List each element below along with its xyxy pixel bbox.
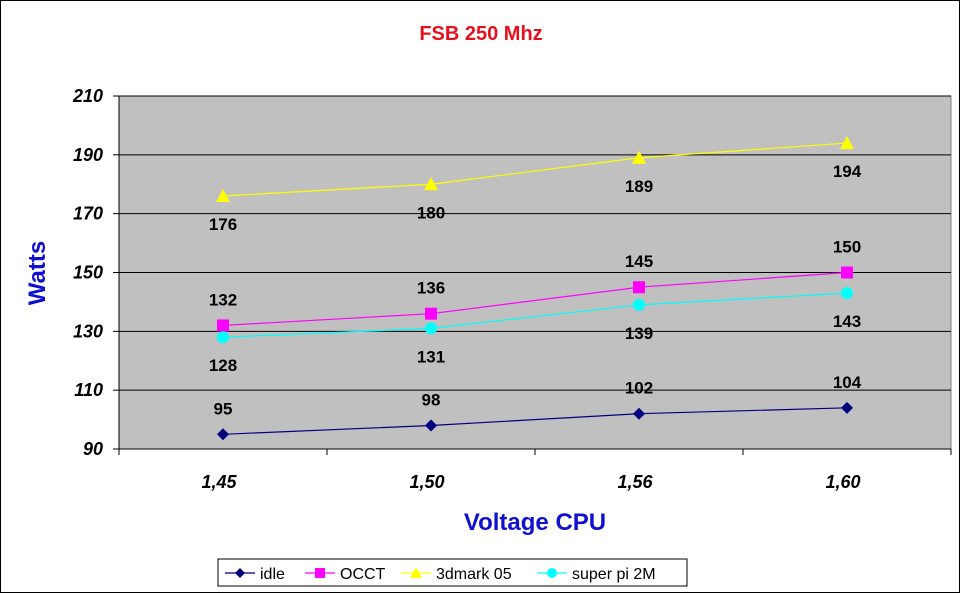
data-point [841,401,853,414]
data-label: 98 [422,390,441,409]
legend: idle OCCT 3dmark 05 super pi 2M [217,558,688,587]
data-point [424,177,438,191]
data-point [840,136,854,150]
x-tick-label: 1,50 [409,472,444,492]
y-tick-label: 110 [74,380,103,400]
data-label: 128 [209,356,237,375]
chart-title: FSB 250 Mhz [419,23,542,45]
y-tick-label: 90 [83,439,103,459]
x-tick-label: 1,56 [617,472,653,492]
data-label: 194 [833,162,862,181]
data-point [217,319,229,332]
legend-marker [410,567,422,578]
y-axis-title: Watts [24,241,51,305]
legend-label: OCCT [340,566,386,583]
series-line [222,292,848,338]
y-tick-labels: 90 110 130 150 170 190 210 [72,86,103,459]
legend-label: super pi 2M [572,566,656,583]
series-line [222,271,848,327]
data-label: 176 [209,215,237,234]
data-label: 189 [625,177,653,196]
data-label: 95 [214,399,233,418]
series-line [222,142,848,197]
y-tick-label: 130 [73,321,103,341]
x-tick-label: 1,45 [201,472,237,492]
x-tick-labels: 1,45 1,50 1,56 1,60 [201,472,860,492]
y-tick-label: 210 [72,86,103,106]
gridlines [113,95,951,450]
data-label: 139 [625,324,653,343]
data-label: 104 [833,373,862,392]
data-point [217,331,229,344]
data-label: 136 [417,279,445,298]
data-point [425,419,437,432]
data-label: 131 [417,347,445,366]
y-tick-label: 170 [73,204,103,224]
series-line [222,407,848,435]
series-markers [216,136,854,441]
data-point [633,281,645,294]
data-label: 145 [625,252,653,271]
data-point [841,287,853,300]
data-point [217,428,229,441]
x-tick-label: 1,60 [825,472,860,492]
data-point [425,307,437,320]
data-point [425,322,437,335]
data-point [841,266,853,279]
legend-box [217,558,688,587]
data-point [632,150,646,164]
legend-marker [547,568,557,578]
legend-item: super pi 2M [537,566,656,583]
data-label: 102 [625,379,653,398]
axes [118,96,952,455]
x-axis-title: Voltage CPU [464,509,606,536]
data-labels: 95 98 102 104 132 136 145 150 176 180 189 194 128 131… [209,162,862,418]
data-point [216,189,230,203]
legend-item: idle [225,566,285,583]
y-tick-label: 190 [73,145,103,165]
legend-marker [315,568,325,578]
legend-item: OCCT [305,566,386,583]
data-point [633,407,645,420]
data-label: 150 [833,238,861,257]
data-label: 132 [209,290,237,309]
legend-label: 3dmark 05 [436,566,512,583]
data-label: 180 [417,203,445,222]
y-tick-label: 150 [73,263,103,283]
legend-label: idle [260,566,285,583]
data-point [633,298,645,311]
data-label: 143 [833,312,861,331]
series-lines [222,142,848,435]
legend-marker [235,568,245,578]
legend-item: 3dmark 05 [401,566,512,583]
